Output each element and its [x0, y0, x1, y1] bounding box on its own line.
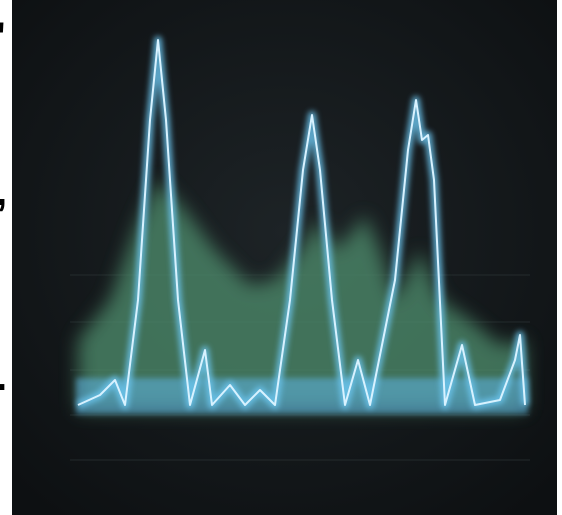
edge-fragment: '	[0, 15, 6, 59]
sweep-haze	[78, 180, 525, 410]
noise-floor	[76, 378, 528, 414]
screen	[12, 0, 557, 515]
edge-fragment: ,	[0, 170, 7, 214]
trace	[76, 36, 529, 409]
edge-fragment: .	[0, 355, 7, 399]
